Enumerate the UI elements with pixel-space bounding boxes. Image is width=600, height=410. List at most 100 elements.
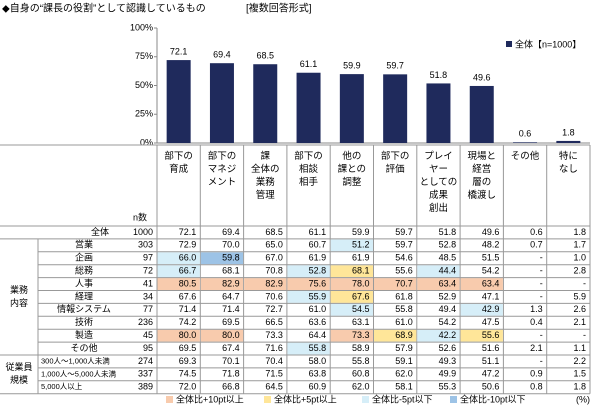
cell: 69.5	[222, 317, 240, 327]
cell: 65.0	[265, 240, 283, 250]
legend-swatch	[450, 396, 457, 403]
column-header: 課 全体の 業務 管理	[250, 151, 280, 201]
cell: 80.5	[179, 278, 197, 288]
row-label: その他	[70, 342, 97, 353]
cell: 63.8	[309, 369, 327, 379]
data-label: 51.8	[430, 70, 448, 80]
legend-label: 全体比+5pt以上	[274, 393, 337, 404]
cell: 80.0	[222, 330, 240, 340]
cell-highlight	[460, 329, 503, 342]
cell: 55.9	[309, 291, 327, 301]
cell-highlight	[330, 329, 373, 342]
bar	[383, 74, 408, 143]
cell-highlight	[330, 265, 373, 278]
cell: 49.9	[439, 369, 457, 379]
column-header: 特に なし	[558, 151, 578, 175]
group-label: 業務 内容	[9, 284, 28, 308]
cell: 0.7	[530, 240, 543, 250]
cell-highlight	[330, 239, 373, 252]
cell: 42.9	[482, 304, 500, 314]
cell: 72.1	[179, 227, 197, 237]
cell: 72.9	[179, 240, 197, 250]
bar	[339, 74, 364, 143]
column-header: プレイ ヤー としての 成果 創出	[419, 151, 458, 214]
cell: 66.7	[179, 266, 197, 276]
cell: 70.4	[265, 356, 283, 366]
cell: 1.8	[573, 382, 586, 392]
data-label: 61.1	[300, 59, 318, 69]
cell: 48.2	[482, 240, 500, 250]
cell-highlight	[200, 252, 244, 265]
cell: 61.8	[395, 291, 413, 301]
cell: 71.4	[179, 304, 197, 314]
cell: 44.4	[439, 266, 457, 276]
cell: 52.6	[439, 343, 457, 353]
cell-highlight	[287, 265, 330, 278]
cell: 52.8	[309, 266, 327, 276]
cell: 60.8	[352, 369, 370, 379]
bar	[469, 85, 494, 143]
row-n: 77	[143, 304, 153, 314]
cell: 52.9	[439, 291, 457, 301]
cell: 0.8	[530, 382, 543, 392]
cell: 68.9	[395, 330, 413, 340]
legend-label: 全体比-10pt以下	[460, 393, 526, 404]
bar	[513, 142, 538, 143]
cell: 58.0	[309, 356, 327, 366]
cell: 69.5	[179, 343, 197, 353]
cell: 61.0	[309, 304, 327, 314]
cell: 59.8	[222, 253, 240, 263]
row-label: 企画	[75, 252, 93, 263]
cell: 63.4	[439, 278, 457, 288]
cell: 0.6	[530, 227, 543, 237]
y-tick-label: 100%	[130, 22, 153, 32]
data-label: 72.1	[170, 46, 188, 56]
row-n: 72	[143, 266, 153, 276]
cell: 55.8	[352, 356, 370, 366]
cell: 80.0	[179, 330, 197, 340]
cell-highlight	[287, 291, 330, 303]
cell: 2.1	[530, 343, 543, 353]
cell: 55.8	[395, 304, 413, 314]
cell: 82.9	[222, 278, 240, 288]
cell: -	[540, 266, 543, 276]
legend-label: 全体比-5pt以下	[372, 393, 433, 404]
cell: 71.5	[265, 369, 283, 379]
cell: 69.3	[179, 356, 197, 366]
cell: 47.2	[482, 369, 500, 379]
data-label: 0.6	[519, 129, 532, 139]
cell: 57.9	[395, 343, 413, 353]
cell: 62.0	[352, 382, 370, 392]
column-header: 部下の 評価	[380, 151, 410, 175]
row-n: 41	[143, 278, 153, 288]
cell: 55.8	[309, 343, 327, 353]
unit: (%)	[576, 394, 590, 404]
cell: 54.5	[352, 304, 370, 314]
cell: 68.1	[222, 266, 240, 276]
cell: 58.9	[352, 343, 370, 353]
cell: 1.3	[530, 304, 543, 314]
cell: 66.8	[222, 382, 240, 392]
cell-highlight	[460, 303, 503, 316]
cell: 49.3	[439, 356, 457, 366]
cell: 61.9	[309, 253, 327, 263]
legend-label: 全体比+10pt以上	[176, 393, 244, 404]
cell: 54.2	[482, 266, 500, 276]
cell: 71.6	[265, 343, 283, 353]
cell: 58.1	[395, 382, 413, 392]
cell: 60.7	[309, 240, 327, 250]
cell: 63.6	[309, 317, 327, 327]
cell-highlight	[200, 278, 244, 290]
cell: 68.1	[352, 266, 370, 276]
legend-swatch	[506, 41, 512, 47]
cell: 0.9	[530, 369, 543, 379]
row-n: 95	[143, 343, 153, 353]
bar	[253, 64, 278, 143]
cell: 67.0	[265, 253, 283, 263]
cell: 55.6	[482, 330, 500, 340]
cell: 42.2	[439, 330, 457, 340]
cell: -	[540, 291, 543, 301]
column-header: 現場と 経営 層の 橋渡し	[467, 151, 496, 201]
data-label: 68.5	[256, 51, 274, 61]
